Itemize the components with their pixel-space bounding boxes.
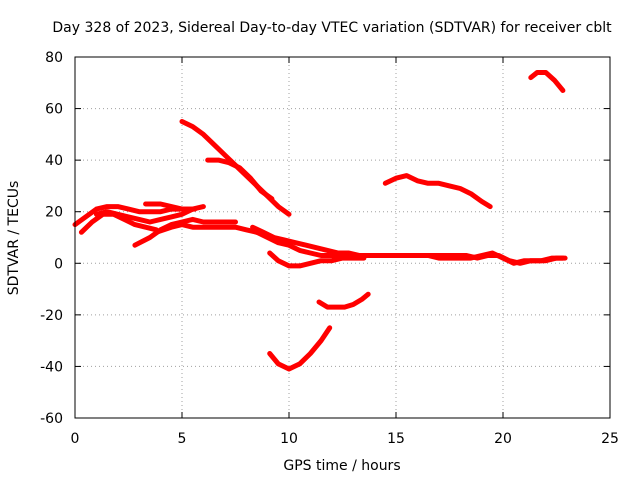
x-tick-label: 0 [71, 431, 80, 447]
plot-frame [74, 56, 611, 419]
series-arc-14 [267, 325, 333, 372]
series-arc-9 [250, 224, 566, 266]
y-tick-label: -40 [40, 359, 63, 375]
series-arc-16 [528, 70, 566, 93]
series-arc-11 [267, 250, 367, 269]
x-axis-label: GPS time / hours [283, 458, 400, 474]
x-tick-label: 5 [178, 431, 187, 447]
y-tick-label: 80 [45, 50, 63, 66]
series-arc-8 [205, 157, 275, 202]
ticks-layer [74, 56, 611, 419]
y-tick-label: 60 [45, 102, 63, 118]
series-arc-12 [414, 250, 568, 266]
grid-layer [75, 57, 610, 418]
tick-labels-layer: 0 5 10 15 20 25 -60 -40 -20 0 20 40 60 80 [40, 50, 619, 447]
series-layer [72, 70, 568, 372]
series-arc-4 [143, 201, 198, 212]
series-arc-3 [93, 204, 206, 225]
series-arc-13 [316, 291, 371, 310]
y-axis-label: SDTVAR / TECUs [6, 181, 22, 296]
x-tick-label: 15 [387, 431, 405, 447]
x-tick-label: 20 [494, 431, 512, 447]
series-arc-6 [153, 222, 260, 235]
x-tick-label: 10 [280, 431, 298, 447]
series-arc-15 [382, 173, 493, 210]
y-tick-label: 40 [45, 153, 63, 169]
y-tick-label: -60 [40, 411, 63, 427]
y-tick-label: 0 [54, 256, 63, 272]
chart-title: Day 328 of 2023, Sidereal Day-to-day VTE… [52, 20, 612, 36]
y-tick-label: -20 [40, 308, 63, 324]
y-tick-label: 20 [45, 205, 63, 221]
x-tick-label: 25 [601, 431, 619, 447]
series-arc-10 [254, 229, 378, 258]
